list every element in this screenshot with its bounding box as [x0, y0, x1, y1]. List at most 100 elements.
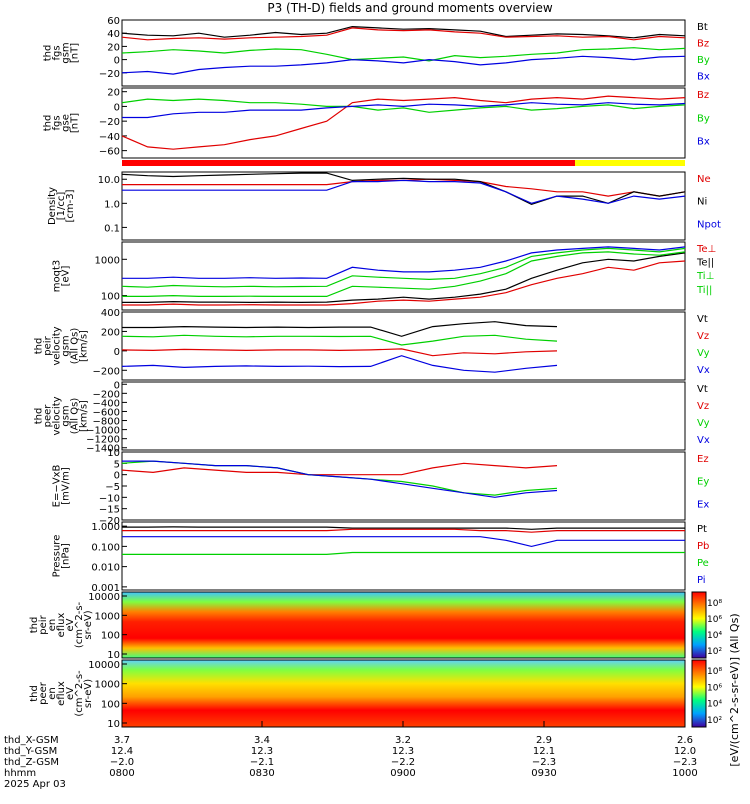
y-tick-label: −5 [105, 482, 120, 493]
legend-entry: Vx [697, 435, 710, 446]
legend-entry: Bx [697, 137, 710, 148]
y-tick-label: 1000 [95, 611, 120, 622]
x-tick-label: −2.0 [110, 757, 134, 768]
y-tick-label: 400 [101, 308, 120, 319]
y-tick-label: 20 [107, 42, 120, 53]
y-axis-label: E=−VxB [52, 465, 63, 508]
plot-title: P3 (TH-D) fields and ground moments over… [267, 1, 552, 15]
legend-entry: By [697, 55, 710, 66]
y-tick-label: −400 [93, 398, 120, 409]
footer-row-label: thd_X-GSM [4, 735, 59, 746]
panel-6: 0−200−400−600−800−1000−1200−1400 thdpeerv… [34, 380, 710, 454]
y-tick-label: 0 [114, 347, 120, 358]
x-tick-label: 3.7 [114, 735, 130, 746]
y-axis-label: thd [34, 408, 45, 425]
y-axis-label: eV [65, 618, 76, 631]
y-tick-label: 0 [114, 102, 120, 113]
spectrogram-image [122, 592, 685, 658]
y-axis-label: (All Qs) [70, 328, 81, 365]
legend-entry: By [697, 113, 710, 124]
y-tick-label: −60 [99, 147, 120, 158]
legend-entry: Bx [697, 72, 710, 83]
panel-9: 10⁸ 10⁶ 10⁴ 10² 10000 1000 100 10 thdpeireneflux… [29, 591, 722, 661]
legend-entry: Pi [697, 575, 706, 586]
x-tick-label: −2.3 [532, 757, 556, 768]
legend-entry: Ex [697, 499, 709, 510]
y-axis-label: gsm [61, 335, 72, 356]
y-axis-label: thd [43, 115, 54, 132]
legend-entry: Bz [697, 90, 709, 101]
x-tick-label: −2.3 [673, 757, 697, 768]
series-line-Ti|| [122, 251, 686, 297]
y-axis-label: thd [34, 338, 45, 355]
series-line-Bz [121, 27, 686, 41]
y-tick-label: 200 [101, 327, 120, 338]
legend-entry: Pe [697, 558, 709, 569]
series-line-Vy [121, 334, 558, 346]
y-tick-label: 10.0 [98, 175, 120, 186]
y-axis-label: Pressure [52, 535, 63, 578]
y-axis-label: [km/s] [79, 330, 90, 362]
legend-entry: Bt [697, 22, 708, 33]
legend-entry: Bz [697, 39, 709, 50]
legend-entry: Pt [697, 524, 707, 535]
colorbar-label: [eV/(cm^2-s-sr-eV)] (All Qs) [728, 613, 741, 766]
y-tick-label: 10 [107, 650, 120, 661]
legend-entry: Ez [697, 454, 709, 465]
series-line-unnamed [122, 246, 686, 279]
x-tick-label: 3.2 [395, 735, 411, 746]
y-tick-label: 100 [101, 292, 120, 303]
x-tick-label: −2.2 [391, 757, 415, 768]
series-line-Bt [121, 25, 686, 39]
x-tick-label: 0830 [249, 768, 274, 779]
series-line-Vz [121, 348, 558, 357]
panel-frame [121, 171, 686, 241]
y-axis-label: thd [43, 45, 54, 62]
y-axis-label: [km/s] [79, 400, 90, 432]
panel-3: 10.0 1.0 0.1 Density[1/cc][cm-3] Ne Ni Npot [47, 171, 721, 241]
y-axis-label: moqt3 [52, 260, 63, 293]
quality-flag-yellow [575, 160, 685, 166]
y-tick-label: 1.000 [91, 522, 120, 533]
series-line-Vx [121, 355, 558, 373]
y-tick-label: 40 [107, 29, 120, 40]
y-axis-label: fgs [52, 115, 63, 130]
legend-entry: Vt [697, 384, 708, 395]
y-axis-label: [nPa] [61, 543, 72, 569]
y-tick-label: −10 [99, 493, 120, 504]
footer-row-label: thd_Z-GSM [4, 757, 59, 768]
series-line-Ex [122, 460, 558, 498]
series-line-Bz [121, 95, 686, 150]
y-tick-label: 100 [101, 631, 120, 642]
y-axis-label: en [47, 619, 58, 632]
y-axis-label: fgs [52, 45, 63, 60]
x-tick-label: 2.6 [677, 735, 693, 746]
legend-entry: Ti|| [696, 285, 712, 296]
series-line-Te|| [122, 252, 686, 304]
x-tick-label: 0900 [390, 768, 415, 779]
y-axis-label: peir [38, 614, 49, 634]
series-line-Npot [122, 179, 686, 204]
legend-entry: Ey [697, 477, 709, 488]
panel-10: 10⁸ 10⁶ 10⁴ 10² 10000 1000 100 10 thdpeereneflux… [29, 659, 722, 730]
colorbar-tick-label: 10² [707, 716, 722, 726]
series-line-Pb [122, 528, 685, 533]
panel-frame [121, 19, 686, 87]
y-tick-label: −800 [93, 417, 120, 428]
y-axis-label: gsm [61, 405, 72, 426]
y-tick-label: 100 [101, 699, 120, 710]
series-line-By [121, 98, 686, 113]
y-tick-label: 0.100 [91, 542, 120, 553]
y-axis-label: peer [43, 404, 54, 428]
y-tick-label: 1.0 [104, 199, 120, 210]
y-tick-label: −1000 [86, 426, 120, 437]
y-axis-label: thd [29, 617, 40, 634]
y-tick-label: 10 [107, 719, 120, 730]
series-line-Bx [121, 55, 686, 75]
y-axis-label: (All Qs) [70, 398, 81, 435]
y-tick-label: 1000 [95, 680, 120, 691]
y-axis-label: (cm^2-s- [74, 670, 85, 717]
y-tick-label: 1000 [95, 255, 120, 266]
